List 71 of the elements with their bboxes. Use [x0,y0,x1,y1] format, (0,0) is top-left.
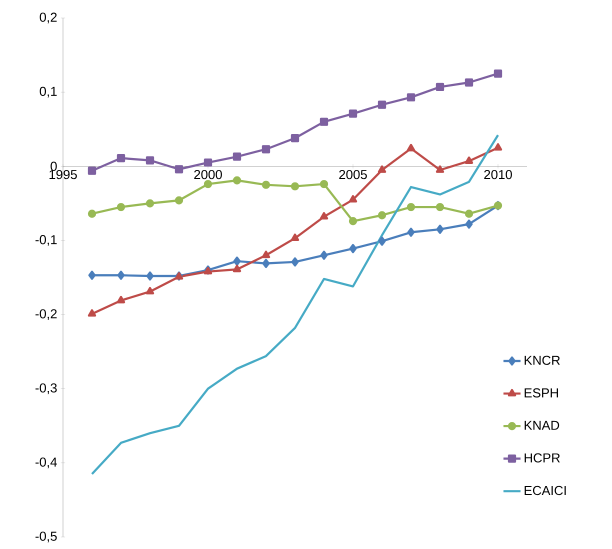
point [378,236,386,246]
y-tick-label: 0,2 [40,12,57,24]
point [146,286,154,294]
point [348,217,358,226]
point [494,143,502,151]
point [146,199,154,208]
point [116,296,126,304]
x-tick-label: 2000 [194,170,222,180]
point [290,234,300,242]
point [494,70,502,78]
point [320,212,328,220]
y-tick-label: -0,3 [36,383,57,394]
point [436,82,444,92]
x-tick-label: 1995 [50,170,77,180]
point [464,210,474,218]
point [232,264,242,272]
legend-label: ESPH [524,388,558,398]
point [116,202,126,212]
point [349,244,357,254]
point [320,250,328,260]
point [204,158,212,167]
point [465,220,473,229]
y-tick-label: -0,1 [36,235,57,246]
point [378,211,386,220]
point [88,309,96,317]
point [406,202,416,212]
point [146,156,154,164]
point [406,93,416,102]
point [320,118,328,126]
point [436,202,444,212]
point [406,144,416,152]
point [291,257,299,267]
point [378,165,386,173]
point [436,224,444,234]
y-tick-label: 0 [50,162,57,171]
legend-label: HCPR [524,453,560,463]
point [88,270,96,280]
point [320,180,328,188]
y-tick-label: -0,4 [36,457,57,468]
point [407,228,415,237]
legend-label: KNCR [524,356,560,365]
y-tick-label: -0,2 [36,309,57,320]
point [174,165,184,174]
point [262,250,270,258]
legend-label: KNAD [524,420,560,430]
point [464,156,474,164]
point [233,256,241,266]
point [116,154,126,162]
point [262,180,270,189]
point [174,196,184,204]
y-tick-label: -0,5 [36,532,57,542]
point [88,210,96,218]
point [204,180,212,188]
point [290,134,300,142]
point [146,271,154,281]
point [464,78,474,87]
point [290,182,300,190]
point [262,258,270,268]
point [378,100,386,109]
legend-label: ECAICI [524,486,566,496]
point [348,195,358,202]
x-tick-label: 2010 [484,170,512,180]
point [232,152,242,161]
x-tick-label: 2005 [339,170,367,180]
point [232,176,242,184]
y-tick-label: 0,1 [40,86,57,98]
point [348,110,358,118]
point [88,166,96,175]
point [436,165,444,173]
point [117,270,125,280]
point [262,145,270,154]
